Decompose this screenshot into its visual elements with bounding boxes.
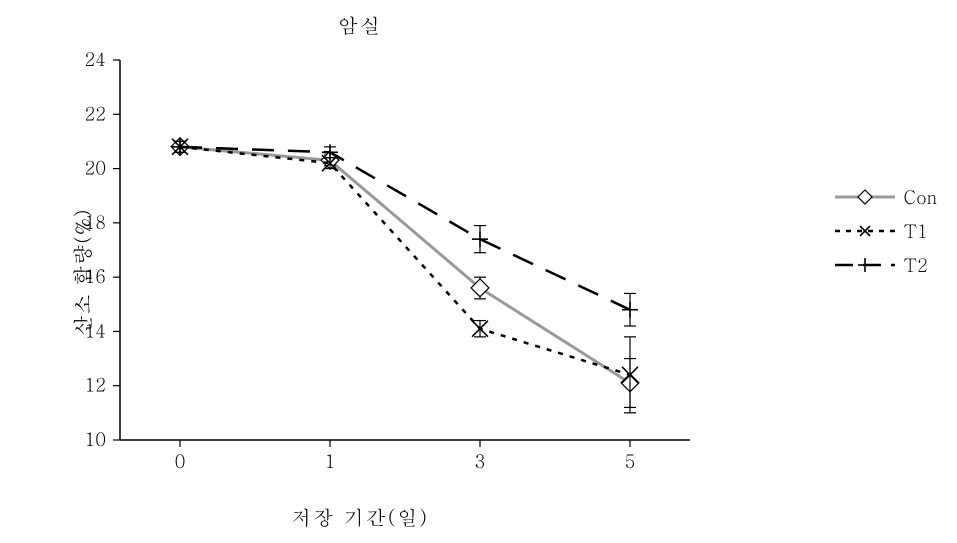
legend-swatch-t2: [835, 255, 895, 275]
svg-text:5: 5: [625, 449, 636, 474]
svg-text:3: 3: [475, 449, 486, 474]
svg-text:0: 0: [175, 449, 186, 474]
svg-text:24: 24: [85, 47, 106, 72]
legend-item: T2: [835, 248, 937, 282]
svg-text:20: 20: [85, 156, 106, 181]
svg-text:1: 1: [325, 449, 336, 474]
legend-item: Con: [835, 180, 937, 214]
legend-label: T1: [903, 219, 927, 244]
chart-svg: 10121416182022240135: [0, 0, 957, 543]
svg-text:10: 10: [85, 427, 106, 452]
chart-title: 암실: [0, 10, 720, 39]
svg-text:12: 12: [85, 373, 106, 398]
legend-label: Con: [903, 185, 937, 210]
y-axis-label: 산소 함량(%): [67, 208, 96, 335]
svg-text:22: 22: [85, 101, 106, 126]
legend-item: T1: [835, 214, 937, 248]
legend: Con T1 T2: [835, 180, 937, 282]
legend-swatch-con: [835, 187, 895, 207]
chart-container: 암실 산소 함량(%) 저장 기간(일) 1012141618202224013…: [0, 0, 957, 543]
legend-label: T2: [903, 253, 927, 278]
legend-swatch-t1: [835, 221, 895, 241]
x-axis-label: 저장 기간(일): [0, 502, 720, 531]
